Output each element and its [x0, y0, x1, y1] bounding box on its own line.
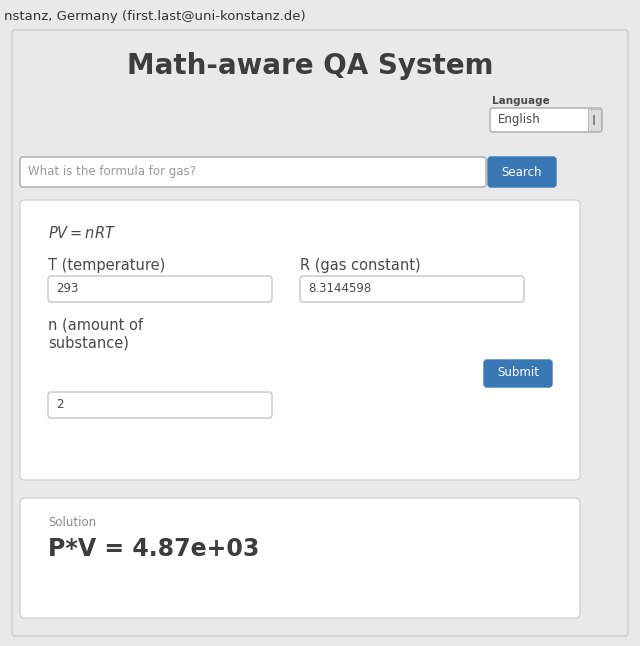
FancyBboxPatch shape: [20, 157, 486, 187]
Text: What is the formula for gas?: What is the formula for gas?: [28, 165, 196, 178]
FancyBboxPatch shape: [20, 200, 580, 480]
Text: Search: Search: [502, 165, 542, 178]
Text: P*V = 4.87e+03: P*V = 4.87e+03: [48, 537, 259, 561]
Text: Submit: Submit: [497, 366, 539, 379]
Text: Math-aware QA System: Math-aware QA System: [127, 52, 493, 80]
FancyBboxPatch shape: [300, 276, 524, 302]
FancyBboxPatch shape: [48, 392, 272, 418]
Text: T (temperature): T (temperature): [48, 258, 165, 273]
FancyBboxPatch shape: [48, 276, 272, 302]
Text: nstanz, Germany (first.last@uni-konstanz.de): nstanz, Germany (first.last@uni-konstanz…: [4, 10, 306, 23]
Text: Language: Language: [492, 96, 550, 106]
FancyBboxPatch shape: [20, 498, 580, 618]
FancyBboxPatch shape: [12, 30, 628, 636]
Bar: [588, 109, 601, 131]
Text: ❙: ❙: [590, 115, 598, 125]
FancyBboxPatch shape: [484, 360, 552, 387]
FancyBboxPatch shape: [488, 157, 556, 187]
Text: R (gas constant): R (gas constant): [300, 258, 420, 273]
Text: 293: 293: [56, 282, 78, 295]
Text: Solution: Solution: [48, 516, 96, 529]
FancyBboxPatch shape: [490, 108, 602, 132]
Text: English: English: [498, 114, 541, 127]
Text: substance): substance): [48, 336, 129, 351]
Text: n (amount of: n (amount of: [48, 318, 143, 333]
Text: 2: 2: [56, 399, 63, 412]
Text: 8.3144598: 8.3144598: [308, 282, 371, 295]
Text: $PV = nRT$: $PV = nRT$: [48, 225, 116, 241]
